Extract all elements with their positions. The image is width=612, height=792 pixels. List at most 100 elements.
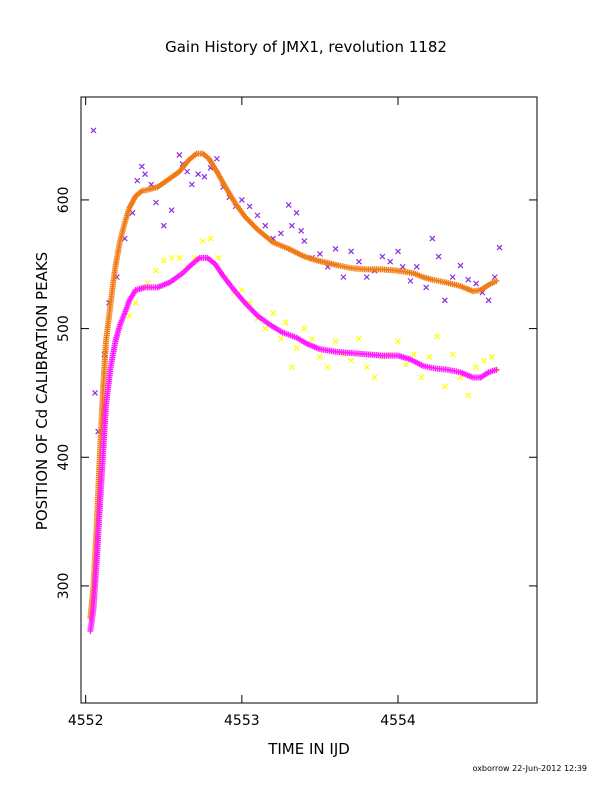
data-point — [293, 209, 300, 216]
data-point — [134, 177, 141, 184]
data-point — [153, 199, 159, 206]
data-point — [277, 335, 284, 342]
data-point — [434, 333, 440, 340]
data-point — [246, 203, 253, 210]
y-tick-label: 400 — [56, 444, 72, 471]
data-point — [288, 364, 295, 371]
data-point — [363, 364, 370, 371]
data-point — [195, 171, 202, 178]
data-point — [480, 357, 487, 364]
data-point — [142, 171, 148, 178]
data-point — [126, 312, 133, 319]
data-point — [270, 310, 277, 317]
data-point — [493, 277, 500, 284]
data-point — [285, 202, 292, 209]
data-point — [485, 297, 492, 304]
data-point — [465, 276, 472, 283]
data-point — [282, 319, 289, 326]
data-point — [348, 357, 355, 364]
plot-area — [87, 127, 503, 634]
data-point — [473, 280, 480, 287]
data-point — [138, 163, 145, 170]
data-point — [418, 374, 425, 381]
series-0 — [87, 150, 500, 622]
data-point — [213, 155, 220, 162]
data-point — [145, 280, 152, 287]
data-point — [309, 335, 316, 342]
data-point — [176, 254, 183, 261]
data-point — [168, 207, 175, 214]
x-tick-label: 4552 — [68, 713, 104, 729]
data-point — [201, 173, 208, 180]
data-point — [387, 258, 394, 265]
x-axis-label: TIME IN IJD — [267, 740, 350, 758]
data-point — [429, 235, 436, 242]
data-point — [184, 168, 191, 175]
x-axis: 4552 4553 4554 — [68, 97, 416, 729]
data-point — [356, 258, 362, 265]
data-point — [298, 227, 305, 234]
data-point — [488, 353, 495, 360]
data-point — [407, 278, 414, 284]
footer-stamp: oxborrow 22-Jun-2012 12:39 — [473, 764, 587, 773]
data-point — [262, 325, 269, 332]
data-point — [496, 244, 503, 251]
data-point — [160, 222, 167, 229]
data-point — [168, 254, 175, 261]
y-axis-label: POSITION OF Cd CALIBRATION PEAKS — [33, 252, 51, 530]
data-point — [301, 238, 308, 245]
data-point — [254, 212, 261, 219]
data-point — [199, 238, 206, 245]
data-point — [410, 351, 417, 358]
plot-frame — [80, 96, 538, 704]
series-1 — [87, 254, 500, 634]
data-point — [356, 335, 362, 342]
data-point — [449, 274, 456, 281]
data-point — [153, 267, 159, 274]
data-point — [457, 262, 464, 269]
data-point — [238, 197, 245, 203]
data-point — [176, 151, 183, 158]
y-axis: 300 400 500 600 — [56, 187, 537, 600]
data-point — [277, 230, 284, 237]
data-point — [324, 364, 331, 371]
chart-title: Gain History of JMX1, revolution 1182 — [165, 38, 447, 56]
data-point — [288, 222, 295, 229]
data-point — [423, 284, 430, 291]
data-point — [317, 251, 323, 257]
data-point — [473, 364, 480, 371]
data-point — [441, 383, 448, 390]
data-point — [426, 353, 433, 360]
data-point — [332, 245, 339, 252]
data-point — [493, 366, 500, 373]
data-point — [92, 389, 98, 396]
data-point — [301, 325, 308, 332]
data-point — [262, 222, 269, 229]
data-point — [435, 253, 442, 260]
data-point — [441, 297, 448, 304]
data-point — [317, 353, 323, 360]
data-point — [363, 274, 370, 281]
data-point — [188, 181, 195, 188]
data-point — [293, 344, 300, 351]
data-point — [160, 257, 167, 264]
data-point — [379, 253, 386, 260]
data-point — [215, 254, 222, 261]
data-point — [371, 374, 378, 381]
data-point — [399, 263, 406, 270]
data-point — [465, 392, 472, 399]
data-point — [413, 263, 420, 270]
data-point — [340, 274, 347, 281]
data-point — [449, 351, 456, 358]
data-point — [207, 235, 214, 242]
x-tick-label: 4553 — [224, 713, 260, 729]
data-point — [90, 127, 97, 134]
y-tick-label: 500 — [56, 315, 72, 342]
data-point — [332, 338, 339, 345]
y-tick-label: 300 — [56, 573, 72, 600]
x-tick-label: 4554 — [380, 713, 416, 729]
data-point — [238, 287, 245, 293]
data-point — [395, 248, 401, 255]
y-tick-label: 600 — [56, 187, 72, 214]
